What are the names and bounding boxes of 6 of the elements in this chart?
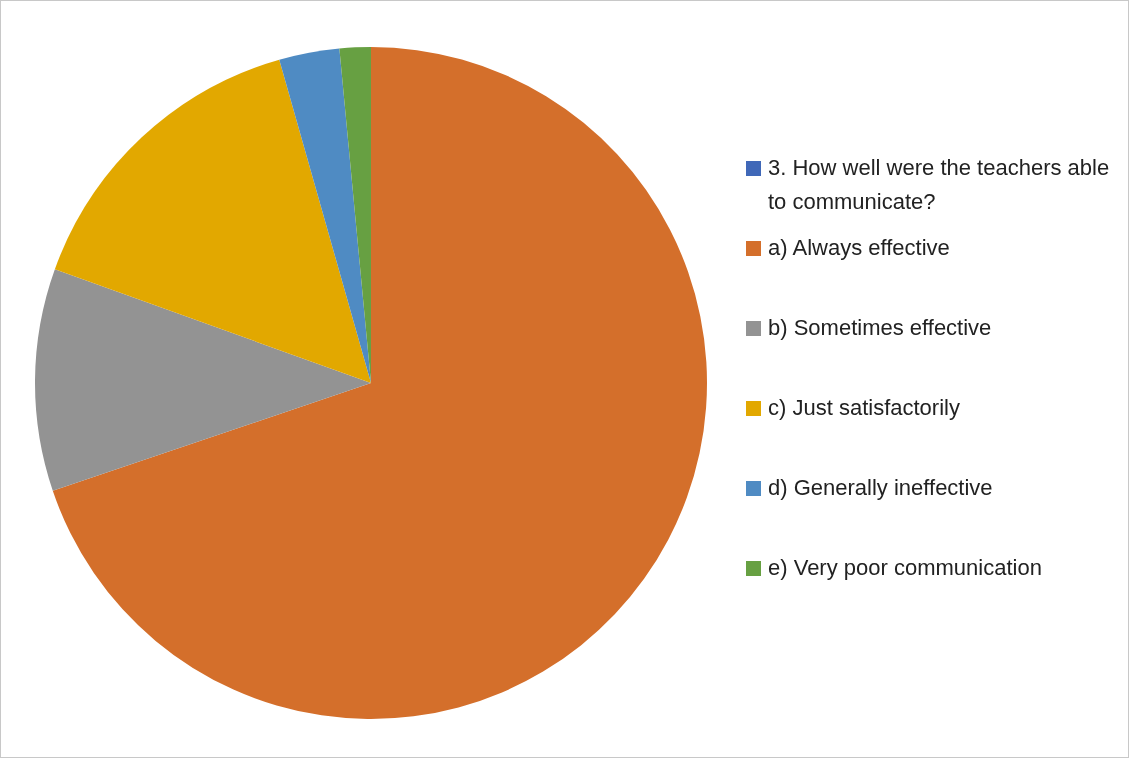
legend-label: e) Very poor communication	[768, 554, 1042, 582]
legend-label: c) Just satisfactorily	[768, 394, 960, 422]
legend-label: 3. How well were the teachers able to communicate?	[768, 154, 1111, 216]
legend-label: a) Always effective	[768, 234, 950, 262]
legend-label: b) Sometimes effective	[768, 314, 992, 342]
legend-label: d) Generally ineffective	[768, 474, 993, 502]
